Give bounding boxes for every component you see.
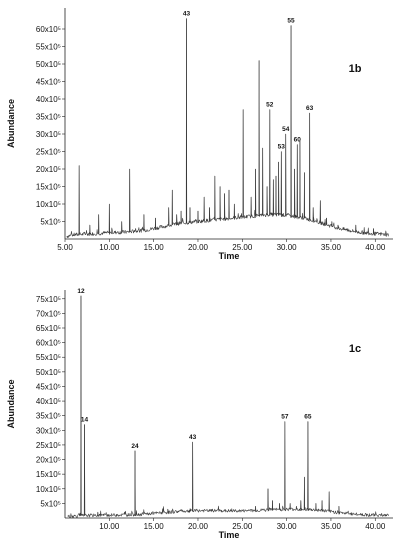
y-tick-label: 70x10⁵ xyxy=(36,309,61,318)
x-tick-label: 20.00 xyxy=(188,243,209,252)
y-tick-label: 35x10⁵ xyxy=(36,113,61,122)
peak-label: 24 xyxy=(131,443,139,450)
x-axis-title: Time xyxy=(219,530,240,540)
y-tick-label: 50x10⁵ xyxy=(36,60,61,69)
y-tick-label: 20x10⁵ xyxy=(36,165,61,174)
x-tick-label: 10.00 xyxy=(99,522,120,531)
peak-label: 54 xyxy=(282,126,290,133)
y-tick-label: 50x10⁵ xyxy=(36,368,61,377)
chromatogram-trace xyxy=(66,18,389,238)
peak-label: 57 xyxy=(281,414,289,421)
y-tick-label: 20x10⁵ xyxy=(36,456,61,465)
x-tick-label: 10.00 xyxy=(99,243,120,252)
x-tick-label: 30.00 xyxy=(277,522,298,531)
y-tick-label: 10x10⁵ xyxy=(36,485,61,494)
y-tick-label: 25x10⁵ xyxy=(36,148,61,157)
x-tick-label: 25.00 xyxy=(232,522,253,531)
y-axis-title: Abundance xyxy=(6,99,16,148)
y-tick-label: 15x10⁵ xyxy=(36,183,61,192)
y-tick-label: 65x10⁵ xyxy=(36,324,61,333)
y-tick-label: 60x10⁵ xyxy=(36,25,61,34)
y-tick-label: 15x10⁵ xyxy=(36,470,61,479)
peak-label: 63 xyxy=(306,105,314,112)
y-tick-label: 75x10⁵ xyxy=(36,295,61,304)
chromatogram-trace xyxy=(67,295,389,518)
panel-label: 1c xyxy=(349,343,361,355)
y-tick-label: 40x10⁵ xyxy=(36,397,61,406)
peak-label: 12 xyxy=(77,288,85,295)
x-tick-label: 35.00 xyxy=(321,243,342,252)
x-tick-label: 15.00 xyxy=(144,243,165,252)
peak-label: 43 xyxy=(189,434,197,441)
peak-label: 60 xyxy=(294,137,302,144)
x-tick-label: 5.00 xyxy=(57,243,73,252)
peak-label: 55 xyxy=(287,18,295,25)
y-tick-label: 25x10⁵ xyxy=(36,441,61,450)
panel-label: 1b xyxy=(349,63,362,75)
y-tick-label: 5x10⁵ xyxy=(40,218,61,227)
y-axis-title: Abundance xyxy=(6,379,16,428)
peak-label: 14 xyxy=(81,416,89,423)
x-tick-label: 30.00 xyxy=(277,243,298,252)
y-tick-label: 5x10⁵ xyxy=(40,499,61,508)
y-tick-label: 35x10⁵ xyxy=(36,412,61,421)
x-tick-label: 20.00 xyxy=(188,522,209,531)
peak-label: 43 xyxy=(183,11,191,18)
y-tick-label: 30x10⁵ xyxy=(36,426,61,435)
y-tick-label: 10x10⁵ xyxy=(36,200,61,209)
x-tick-label: 40.00 xyxy=(365,522,386,531)
chart-panel-1b: 5x10⁵ 10x10⁵ 15x10⁵ 20x10⁵ 25x10⁵ 30x10⁵ 35x10… xyxy=(6,8,393,261)
y-tick-label: 55x10⁵ xyxy=(36,353,61,362)
peak-label: 52 xyxy=(266,102,274,109)
x-axis-title: Time xyxy=(219,251,240,261)
y-tick-label: 60x10⁵ xyxy=(36,339,61,348)
peak-label: 65 xyxy=(304,414,312,421)
y-tick-label: 55x10⁵ xyxy=(36,43,61,52)
x-tick-label: 40.00 xyxy=(365,243,386,252)
x-tick-label: 15.00 xyxy=(144,522,165,531)
chart-panel-1c: 5x10⁵ 10x10⁵ 15x10⁵ 20x10⁵ 25x10⁵ 30x10⁵ 35x10… xyxy=(6,288,393,540)
y-tick-label: 40x10⁵ xyxy=(36,95,61,104)
y-tick-label: 45x10⁵ xyxy=(36,78,61,87)
peak-label: 53 xyxy=(278,144,286,151)
y-tick-label: 45x10⁵ xyxy=(36,382,61,391)
x-tick-label: 25.00 xyxy=(232,243,253,252)
y-tick-label: 30x10⁵ xyxy=(36,130,61,139)
x-tick-label: 35.00 xyxy=(321,522,342,531)
